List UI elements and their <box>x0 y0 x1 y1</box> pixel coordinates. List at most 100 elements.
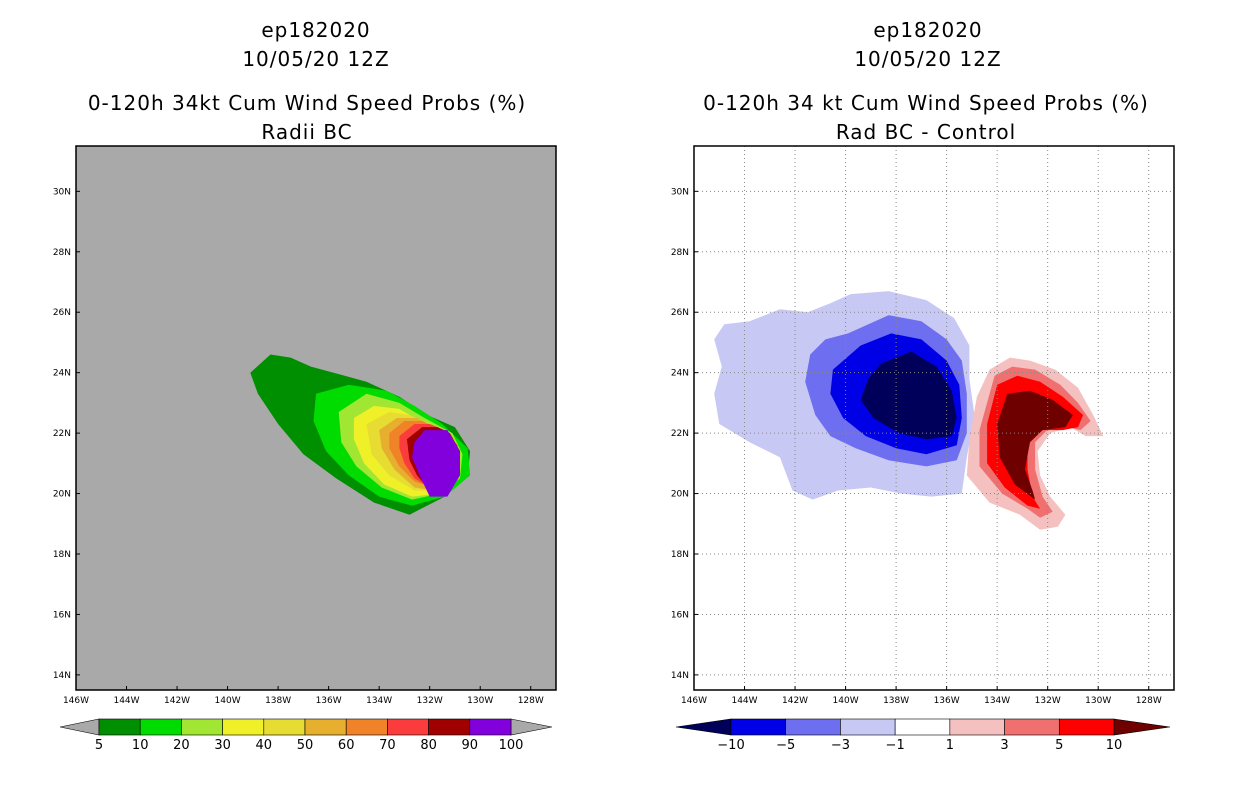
colorbar-swatch <box>304 718 347 736</box>
x-tick-label: 130W <box>1085 696 1111 706</box>
contour-fill-10 <box>997 390 1073 500</box>
colorbar-label: 100 <box>499 738 524 753</box>
colorbar-label: 3 <box>1000 738 1008 753</box>
colorbar-label: 70 <box>379 738 396 753</box>
left-plot-frame <box>75 145 557 691</box>
left-colorbar: 5 10 20 30 40 50 60 70 80 90 100 <box>59 718 553 753</box>
colorbar-label: 5 <box>1055 738 1063 753</box>
x-tick-label: 134W <box>366 696 392 706</box>
colorbar-swatch <box>263 718 306 736</box>
y-tick-label: 22N <box>53 429 71 439</box>
x-tick-label: 128W <box>518 696 544 706</box>
colorbar-under-arrow <box>59 718 100 736</box>
x-tick-label: 146W <box>63 696 89 706</box>
contour-fill-neg10 <box>860 351 957 440</box>
right-title-storm-id: ep182020 <box>873 18 982 42</box>
y-tick-label: 18N <box>53 550 71 560</box>
colorbar-label: 40 <box>256 738 273 753</box>
colorbar-label: −3 <box>831 738 850 753</box>
left-axis-ticks: 146W 144W 142W 140W 138W 136W 134W 132W 130W 128W… <box>53 187 544 706</box>
y-tick-label: 26N <box>671 308 689 318</box>
y-tick-label: 22N <box>671 429 689 439</box>
y-tick-label: 28N <box>53 248 71 258</box>
colorbar-swatch <box>139 718 182 736</box>
x-tick-label: 128W <box>1136 696 1162 706</box>
right-title-product: 0-120h 34 kt Cum Wind Speed Probs (%) <box>703 91 1149 115</box>
y-tick-label: 14N <box>53 671 71 681</box>
colorbar-label: 80 <box>420 738 437 753</box>
x-tick-label: 144W <box>113 696 139 706</box>
colorbar-label: 10 <box>1106 738 1123 753</box>
colorbar-label: 50 <box>297 738 314 753</box>
y-tick-label: 20N <box>671 490 689 500</box>
colorbar-swatch <box>181 718 223 736</box>
y-tick-label: 30N <box>53 187 71 197</box>
left-chart: ep182020 10/05/20 12Z 0-120h 34kt Cum Wi… <box>53 18 557 753</box>
colorbar-swatch <box>98 718 141 736</box>
right-contours <box>714 291 1104 530</box>
colorbar-label: −5 <box>776 738 795 753</box>
y-tick-label: 24N <box>671 369 689 379</box>
contour-fill-90 <box>412 430 460 497</box>
right-chart: ep182020 10/05/20 12Z 0-120h 34 kt Cum W… <box>671 18 1175 753</box>
x-tick-label: 138W <box>265 696 291 706</box>
right-colorbar: −10 −5 −3 −1 1 3 5 10 <box>675 718 1171 753</box>
colorbar-swatch <box>469 718 512 736</box>
colorbar-label: 60 <box>338 738 355 753</box>
x-tick-label: 142W <box>164 696 190 706</box>
colorbar-over-arrow <box>1113 718 1171 736</box>
left-title-date: 10/05/20 12Z <box>242 47 389 71</box>
x-tick-label: 142W <box>782 696 808 706</box>
x-tick-label: 134W <box>984 696 1010 706</box>
colorbar-swatch <box>785 718 841 736</box>
colorbar-swatch <box>1004 718 1060 736</box>
colorbar-label: 10 <box>132 738 149 753</box>
colorbar-swatch <box>1058 718 1115 736</box>
y-tick-label: 28N <box>671 248 689 258</box>
y-tick-label: 20N <box>53 490 71 500</box>
colorbar-over-arrow <box>510 718 553 736</box>
colorbar-label: 20 <box>173 738 190 753</box>
y-tick-label: 18N <box>671 550 689 560</box>
x-tick-label: 140W <box>833 696 859 706</box>
x-tick-label: 132W <box>1035 696 1061 706</box>
y-tick-label: 16N <box>53 610 71 620</box>
colorbar-label: 90 <box>462 738 479 753</box>
colorbar-swatch <box>840 718 896 736</box>
y-tick-label: 16N <box>671 610 689 620</box>
colorbar-swatch <box>949 718 1005 736</box>
x-tick-label: 144W <box>731 696 757 706</box>
left-title-storm-id: ep182020 <box>261 18 370 42</box>
colorbar-under-arrow <box>675 718 732 736</box>
y-tick-label: 24N <box>53 369 71 379</box>
x-tick-label: 132W <box>417 696 443 706</box>
x-tick-label: 146W <box>681 696 707 706</box>
left-title-product: 0-120h 34kt Cum Wind Speed Probs (%) <box>88 91 526 115</box>
colorbar-swatch <box>222 718 265 736</box>
x-tick-label: 136W <box>316 696 342 706</box>
colorbar-label: 30 <box>214 738 231 753</box>
colorbar-swatch <box>387 718 429 736</box>
colorbar-label: 5 <box>95 738 103 753</box>
x-tick-label: 136W <box>934 696 960 706</box>
y-tick-label: 30N <box>671 187 689 197</box>
y-tick-label: 26N <box>53 308 71 318</box>
colorbar-label: −10 <box>717 738 744 753</box>
right-plot-frame <box>693 145 1175 691</box>
left-contours <box>250 354 471 515</box>
colorbar-swatch <box>894 718 951 736</box>
colorbar-label: −1 <box>886 738 905 753</box>
x-tick-label: 140W <box>215 696 241 706</box>
y-tick-label: 14N <box>671 671 689 681</box>
colorbar-swatch <box>345 718 388 736</box>
right-title-date: 10/05/20 12Z <box>854 47 1001 71</box>
x-tick-label: 130W <box>467 696 493 706</box>
x-tick-label: 138W <box>883 696 909 706</box>
colorbar-label: 1 <box>946 738 954 753</box>
left-title-subtitle: Radii BC <box>261 120 352 144</box>
colorbar-swatch <box>730 718 787 736</box>
right-title-subtitle: Rad BC - Control <box>836 120 1016 144</box>
colorbar-swatch <box>428 718 471 736</box>
